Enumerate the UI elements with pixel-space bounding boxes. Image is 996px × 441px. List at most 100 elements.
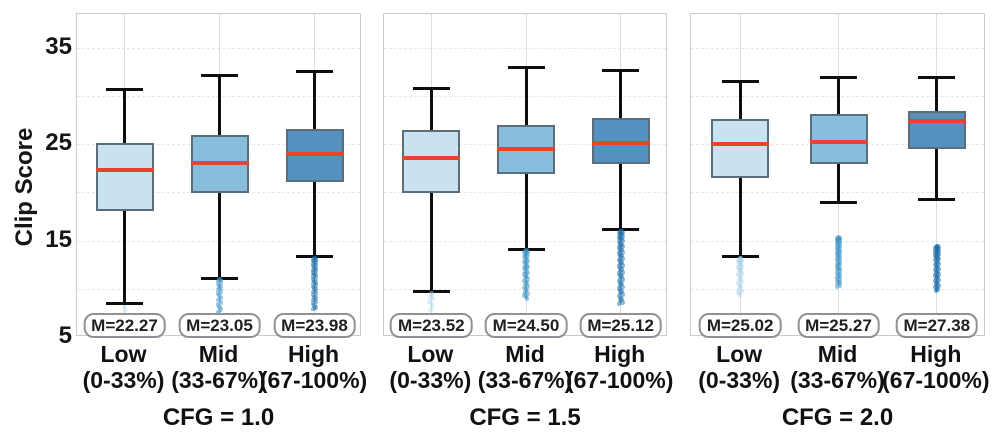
category-label-line1: High xyxy=(594,341,646,367)
median-line xyxy=(190,160,249,165)
outlier-dot xyxy=(525,277,530,282)
outlier-dot xyxy=(313,275,319,281)
outlier-dot xyxy=(313,262,319,268)
outlier-dot xyxy=(620,256,625,261)
outlier-dot xyxy=(313,268,319,274)
box-iqr xyxy=(711,119,770,178)
category-label-line2: (0-33%) xyxy=(82,367,165,393)
y-tick-label: 5 xyxy=(58,322,72,349)
whisker-cap xyxy=(296,70,333,74)
box-iqr xyxy=(95,143,154,211)
outlier-dot xyxy=(933,288,939,293)
outlier-dot xyxy=(620,292,625,297)
outlier-dot xyxy=(837,276,843,281)
outlier-dot xyxy=(933,276,939,282)
category-label-line2: (33-67%) xyxy=(171,367,266,393)
outlier-dot xyxy=(429,301,434,307)
outlier-dot xyxy=(216,309,221,315)
whisker-cap xyxy=(106,301,143,305)
median-line xyxy=(809,139,868,144)
outlier-dot xyxy=(620,300,625,305)
category-label-line2: (67-100%) xyxy=(882,367,990,393)
category-label-line1: Low xyxy=(716,341,763,367)
outlier-dot xyxy=(835,281,840,287)
outlier-dot xyxy=(617,255,623,260)
median-value-label: M=23.52 xyxy=(390,313,473,338)
outlier-dot xyxy=(617,268,623,274)
panel-title: CFG = 1.0 xyxy=(162,404,275,431)
median-value-label: M=27.38 xyxy=(895,313,979,338)
median-line xyxy=(402,156,461,161)
outlier-dot xyxy=(429,291,434,296)
outlier-dot xyxy=(837,262,843,268)
outlier-dot xyxy=(524,296,530,301)
outlier-dot xyxy=(617,249,623,254)
outlier-dot xyxy=(428,294,433,300)
outlier-dot xyxy=(122,304,127,310)
outlier-dot xyxy=(834,284,840,290)
box-iqr xyxy=(809,114,868,165)
median-value-label: M=24.50 xyxy=(484,313,568,338)
outlier-dot xyxy=(217,304,222,310)
median-value-label: M=23.05 xyxy=(178,313,261,338)
category-label-line1: Low xyxy=(407,341,454,367)
outlier-dot xyxy=(737,262,742,268)
outlier-dot xyxy=(123,307,128,313)
outlier-dot xyxy=(620,277,625,282)
median-line xyxy=(285,151,344,156)
outlier-dot xyxy=(218,289,224,294)
y-tick-label: 35 xyxy=(45,32,72,60)
horizontal-gridline xyxy=(691,47,984,49)
median-value-label: M=22.27 xyxy=(83,313,166,338)
outlier-dot xyxy=(522,282,528,288)
outlier-dot xyxy=(313,299,319,305)
outlier-dot xyxy=(313,291,319,296)
outlier-dot xyxy=(216,297,221,303)
outlier-dot xyxy=(737,292,743,297)
panel-title: CFG = 2.0 xyxy=(781,404,894,431)
outlier-dot xyxy=(429,304,435,310)
category-label-line2: (33-67%) xyxy=(790,367,885,393)
outlier-dot xyxy=(427,299,432,304)
box-iqr xyxy=(907,111,966,149)
subplot-panel: M=23.52 M=24.50 M=25.12 xyxy=(383,13,667,338)
outlier-dot xyxy=(617,243,623,248)
horizontal-gridline xyxy=(384,47,666,49)
outlier-dot xyxy=(311,297,316,303)
outlier-dot xyxy=(620,263,625,268)
whisker-cap xyxy=(412,86,450,90)
median-line xyxy=(711,141,770,146)
whisker-cap xyxy=(918,76,956,80)
whisker-cap xyxy=(820,76,857,80)
outlier-dot xyxy=(428,307,433,313)
whisker-cap xyxy=(820,200,857,204)
outlier-dot xyxy=(837,283,843,288)
category-label-line1: High xyxy=(287,341,340,367)
outlier-dot xyxy=(739,288,745,294)
whisker-cap xyxy=(412,290,450,294)
outlier-dot xyxy=(522,269,528,274)
outlier-dot xyxy=(936,277,941,283)
outlier-dot xyxy=(617,275,623,281)
outlier-dot xyxy=(620,244,625,249)
outlier-dot xyxy=(617,261,623,267)
outlier-dot xyxy=(525,284,530,289)
outlier-dot xyxy=(617,283,623,288)
outlier-dot xyxy=(835,261,840,266)
whisker-cap xyxy=(721,79,759,83)
subplot-panel: M=22.27 M=23.05 M=23.98 xyxy=(76,13,361,338)
y-tick-label: 15 xyxy=(45,225,72,253)
outlier-dot xyxy=(311,306,316,312)
outlier-dot xyxy=(737,277,742,283)
horizontal-gridline xyxy=(77,47,360,49)
median-line xyxy=(591,141,650,145)
outlier-dot xyxy=(837,269,843,274)
category-label-line1: High xyxy=(910,341,962,367)
median-line xyxy=(95,168,154,173)
box-iqr xyxy=(402,129,461,194)
category-label-line2: (67-100%) xyxy=(259,367,368,393)
outlier-dot xyxy=(311,289,316,295)
outlier-dot xyxy=(835,267,840,273)
category-label-line1: Mid xyxy=(198,341,239,367)
